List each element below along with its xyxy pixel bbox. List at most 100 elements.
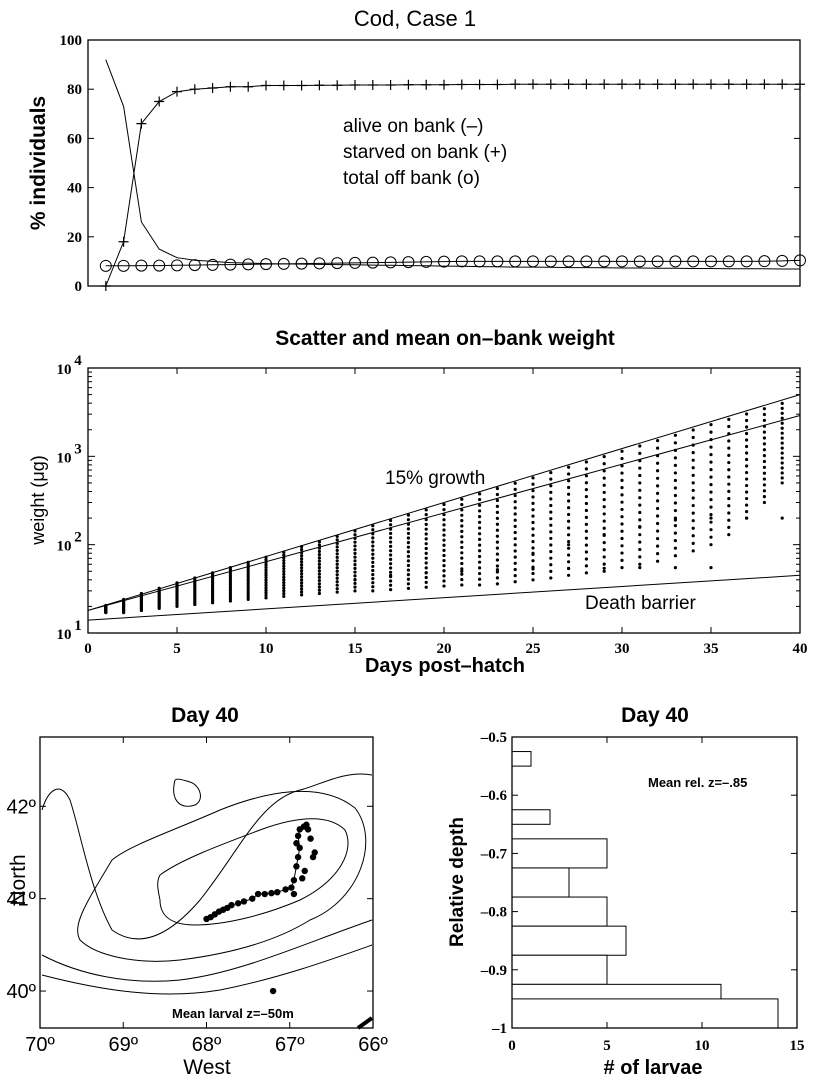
scatter-point — [460, 519, 464, 523]
scatter-point — [745, 477, 749, 481]
scatter-point — [495, 546, 499, 550]
scatter-point — [513, 493, 517, 498]
scatter-point — [282, 575, 286, 579]
scatter-point — [406, 536, 410, 540]
scatter-point — [406, 540, 410, 545]
scatter-point — [353, 566, 357, 570]
scatter-point — [531, 546, 535, 550]
scatter-point — [389, 553, 393, 557]
scatter-point — [353, 536, 357, 541]
scatter-point — [549, 530, 553, 534]
scatter-point — [620, 478, 624, 482]
scatter-point — [673, 433, 678, 437]
larva-point — [249, 895, 256, 902]
x-tick-label: 67º — [275, 1034, 305, 1056]
scatter-point — [317, 578, 321, 583]
y-tick-label-exponent: 2 — [74, 530, 82, 546]
scatter-point — [317, 572, 321, 576]
histogram-bar — [511, 751, 532, 767]
histogram-bar — [511, 925, 627, 956]
scatter-point — [638, 555, 642, 559]
y-tick-label-exponent: 1 — [74, 618, 82, 634]
scatter-point — [495, 522, 499, 526]
scatter-point — [264, 560, 268, 564]
larvae-positions — [203, 821, 318, 995]
circle-marker — [651, 255, 664, 268]
scatter-point — [460, 524, 464, 528]
scatter-point — [424, 561, 428, 565]
scatter-point — [656, 461, 660, 465]
scatter-point — [264, 596, 268, 600]
scatter-point — [709, 528, 713, 532]
scatter-point — [264, 568, 268, 572]
plus-marker — [189, 84, 200, 95]
scatter-point — [709, 505, 713, 509]
scatter-point — [602, 533, 606, 537]
scatter-point — [353, 529, 357, 533]
scatter-point — [442, 502, 446, 507]
scatter-point — [264, 575, 268, 580]
circle-marker — [722, 255, 735, 268]
y-tick-label: –0.5 — [480, 730, 507, 746]
scatter-point — [531, 476, 535, 480]
scatter-point — [549, 490, 553, 494]
scatter-point — [300, 578, 304, 582]
scatter-point — [317, 569, 321, 573]
scatter-point — [531, 482, 535, 486]
scatter-point — [673, 524, 678, 528]
larva-point — [269, 987, 277, 995]
scatter-point — [638, 518, 642, 522]
scatter-point — [602, 490, 606, 495]
plus-marker — [261, 80, 271, 91]
scatter-point — [656, 544, 660, 548]
plus-marker — [225, 81, 236, 92]
scatter-point — [567, 546, 571, 550]
scatter-point — [335, 566, 339, 570]
scatter-point — [584, 508, 589, 513]
circle-marker — [366, 256, 379, 269]
circle-marker — [758, 255, 771, 268]
larva-point — [301, 867, 308, 875]
scatter-point — [762, 483, 767, 487]
scatter-point — [478, 532, 482, 536]
larva-point — [307, 835, 314, 842]
histogram-bar — [511, 838, 608, 869]
scatter-point — [228, 566, 232, 570]
y-tick-label: 0 — [75, 279, 83, 295]
scatter-point — [780, 401, 784, 405]
plus-marker — [367, 80, 378, 91]
larva-point — [261, 890, 268, 898]
contour-bay — [173, 778, 201, 807]
scatter-point — [513, 500, 517, 504]
scatter-point — [620, 471, 624, 475]
scatter-point — [264, 555, 268, 559]
scatter-point — [104, 603, 108, 608]
scatter-point — [780, 446, 784, 450]
y-tick-label: –0.9 — [480, 963, 507, 979]
scatter-point — [317, 591, 321, 596]
scatter-point — [691, 481, 695, 485]
scatter-point — [371, 528, 375, 532]
scatter-point — [531, 533, 535, 537]
scatter-point — [406, 559, 410, 563]
scatter-point — [567, 560, 571, 564]
x-tick-label: 20 — [437, 641, 452, 657]
scatter-point — [460, 561, 464, 566]
scatter-point — [246, 574, 250, 578]
scatter-point — [478, 537, 482, 541]
scatter-point — [780, 466, 784, 470]
scatter-point — [424, 556, 428, 560]
scatter-point — [567, 566, 571, 570]
panel-map: Day 40 70º 69º 68º 67º 66º 40º 41º 42º North We… — [6, 704, 388, 1079]
histogram-bar — [511, 809, 551, 825]
scatter-point — [602, 555, 606, 559]
scatter-point — [745, 490, 749, 494]
scatter-point — [495, 582, 499, 586]
panel4-frame — [511, 736, 798, 1029]
scatter-point — [371, 585, 375, 589]
scatter-point — [727, 475, 731, 479]
scatter-point — [567, 492, 571, 496]
scatter-point — [460, 535, 464, 539]
scatter-point — [620, 566, 624, 570]
larva-point — [304, 826, 312, 833]
